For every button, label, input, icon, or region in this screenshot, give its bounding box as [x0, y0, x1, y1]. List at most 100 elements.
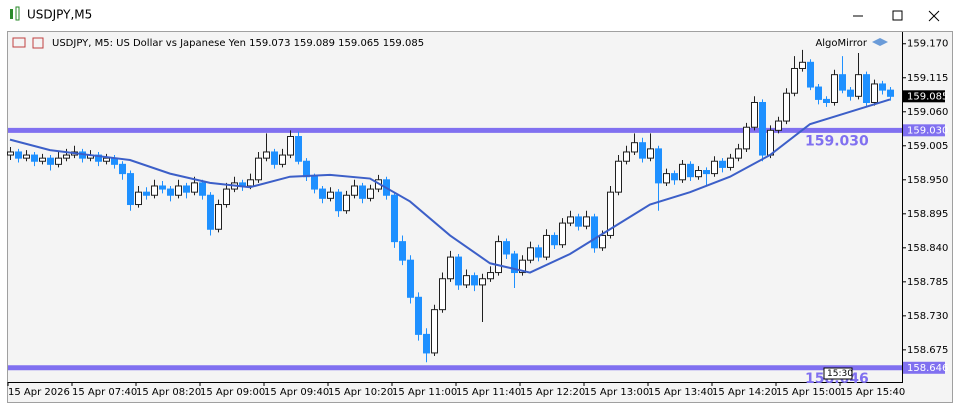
- candle-body: [327, 191, 334, 199]
- candle-body: [191, 182, 198, 193]
- candle-body: [31, 154, 38, 162]
- cursor-time: 15:30: [827, 369, 853, 379]
- candle-body: [567, 216, 574, 224]
- y-tick-label: 158.730: [907, 311, 948, 322]
- y-tick-label: 159.060: [907, 107, 948, 118]
- candle-body: [575, 216, 582, 227]
- candle-body: [143, 191, 150, 196]
- x-tick-label: 15 Apr 13:00: [584, 387, 649, 398]
- candle-body: [295, 136, 302, 162]
- level-label: 159.030: [805, 133, 869, 149]
- y-tick-label: 158.785: [907, 277, 948, 288]
- candle-body: [631, 142, 638, 153]
- candle-body: [423, 333, 430, 354]
- y-tick-label: 158.950: [907, 175, 948, 186]
- candle-body: [759, 101, 766, 156]
- y-tick-label: 159.115: [907, 73, 948, 84]
- candle-body: [55, 157, 62, 165]
- candle-body: [39, 157, 46, 162]
- candle-body: [407, 259, 414, 298]
- candle-body: [95, 154, 102, 162]
- candle-body: [23, 154, 30, 159]
- candle-body: [271, 151, 278, 165]
- header-icons: [12, 37, 44, 49]
- candle-body: [135, 191, 142, 206]
- candle-body: [319, 188, 326, 199]
- candle-body: [519, 259, 526, 274]
- x-tick-label: 15 Apr 14:20: [712, 387, 777, 398]
- candle-body: [199, 182, 206, 196]
- candle-body: [479, 278, 486, 286]
- y-tick-label: 158.675: [907, 345, 948, 356]
- candle-body: [807, 61, 814, 88]
- candle-body: [871, 83, 878, 103]
- candle-body: [887, 89, 894, 97]
- close-button[interactable]: [928, 10, 940, 22]
- candle-body: [495, 241, 502, 274]
- level-tag: [903, 361, 945, 374]
- candle-body: [535, 247, 542, 258]
- y-tick-label: 158.840: [907, 243, 948, 254]
- candle-body: [839, 74, 846, 91]
- x-tick-label: 15 Apr 15:40: [840, 387, 905, 398]
- app-icon: [10, 6, 20, 21]
- candle-body: [711, 160, 718, 175]
- y-tick-label: 158.895: [907, 209, 948, 220]
- candle-body: [287, 136, 294, 156]
- candle-body: [455, 256, 462, 286]
- candle-body: [727, 157, 734, 168]
- y-tick-label: 159.005: [907, 141, 948, 152]
- last-price-label: 159.085: [907, 91, 948, 102]
- candle-body: [351, 185, 358, 196]
- candle-body: [791, 67, 798, 94]
- candle-body: [719, 160, 726, 168]
- candle-body: [775, 120, 782, 131]
- candle-body: [415, 296, 422, 335]
- candle-body: [655, 148, 662, 184]
- chart-header: USDJPY, M5: US Dollar vs Japanese Yen 15…: [52, 38, 424, 49]
- last-price-tag: [903, 90, 945, 103]
- candle-body: [15, 151, 22, 159]
- candle-body: [607, 191, 614, 236]
- level-tag: [903, 124, 945, 137]
- candle-body: [863, 74, 870, 103]
- candle-body: [127, 173, 134, 206]
- candle-body: [151, 185, 158, 196]
- candle-body: [215, 204, 222, 230]
- candle-body: [583, 216, 590, 227]
- candle-body: [223, 188, 230, 206]
- candle-body: [687, 163, 694, 178]
- x-tick-label: 15 Apr 09:00: [200, 387, 265, 398]
- x-tick-label: 15 Apr 15:00: [776, 387, 841, 398]
- candle-body: [311, 176, 318, 190]
- candle-body: [119, 163, 126, 175]
- candle-body: [855, 74, 862, 97]
- candle-body: [439, 278, 446, 311]
- candle-body: [335, 191, 342, 212]
- candle-body: [103, 157, 110, 162]
- candle-body: [247, 179, 254, 187]
- candle-body: [447, 256, 454, 280]
- candle-body: [503, 241, 510, 255]
- candle-body: [399, 241, 406, 261]
- window-title: USDJPY,M5: [27, 8, 92, 22]
- candle-body: [63, 154, 70, 159]
- x-tick-label: 15 Apr 10:20: [328, 387, 393, 398]
- x-tick-label: 15 Apr 07:40: [72, 387, 137, 398]
- candle-body: [783, 92, 790, 122]
- maximize-button[interactable]: [892, 10, 903, 21]
- candle-body: [735, 148, 742, 159]
- level-tag-label: 159.030: [907, 125, 948, 136]
- candle-body: [359, 185, 366, 199]
- candle-body: [591, 216, 598, 249]
- candle-body: [207, 194, 214, 230]
- candle-body: [695, 170, 702, 178]
- candle-body: [599, 234, 606, 249]
- candle-body: [471, 275, 478, 286]
- candle-body: [7, 151, 14, 156]
- candle-body: [511, 253, 518, 274]
- candle-body: [343, 194, 350, 212]
- candle-body: [767, 129, 774, 156]
